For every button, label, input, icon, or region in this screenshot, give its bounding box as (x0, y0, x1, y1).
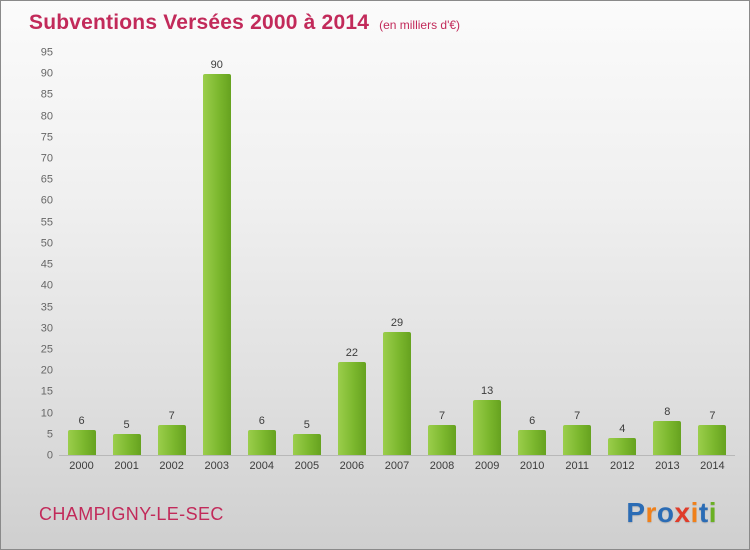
bar-2013 (653, 421, 682, 455)
logo-letter: P (626, 497, 646, 528)
bar-value-label: 7 (709, 410, 716, 423)
bar-2014 (698, 425, 727, 455)
chart-title: Subventions Versées 2000 à 2014 (29, 11, 370, 34)
y-tick-label: 55 (40, 216, 53, 229)
x-tick-label: 2006 (339, 460, 365, 472)
bar-value-label: 5 (123, 418, 130, 431)
bar-slot: 6 (510, 53, 555, 455)
y-tick-label: 65 (40, 173, 53, 186)
bar-value-label: 4 (619, 423, 626, 436)
y-tick-label: 40 (40, 279, 53, 292)
x-axis: 2000 2001 2002 2003 2004 2005 2006 2007 2008 2009… (59, 460, 735, 472)
bar-slot: 6 (239, 53, 284, 455)
y-tick-label: 35 (40, 301, 53, 314)
bar-value-label: 7 (574, 410, 581, 423)
x-tick-label: 2005 (294, 460, 320, 472)
plot-area: 6 5 7 90 6 5 22 29 7 13 6 7 4 8 7 (59, 53, 735, 456)
y-tick-label: 95 (40, 46, 53, 59)
bar-2003 (202, 74, 231, 455)
logo-letter: o (656, 497, 675, 528)
bar-slot: 29 (374, 53, 419, 455)
x-tick-label: 2007 (384, 460, 410, 472)
bar-slot: 6 (59, 53, 104, 455)
bar-value-label: 7 (438, 410, 446, 423)
y-tick-label: 10 (40, 407, 53, 420)
y-tick-label: 75 (40, 131, 53, 144)
bar-value-label: 90 (210, 59, 223, 72)
y-tick-label: 85 (40, 88, 53, 101)
y-tick-label: 90 (40, 67, 53, 80)
bar-2011 (563, 425, 592, 455)
bar-slot: 7 (690, 53, 735, 455)
x-tick-label: 2004 (249, 460, 275, 472)
x-tick-label: 2008 (429, 460, 455, 472)
bar-slot: 5 (104, 53, 149, 455)
x-tick-label: 2011 (565, 460, 590, 472)
logo-letter: i (690, 497, 699, 528)
y-tick-label: 45 (40, 258, 53, 271)
bar-slot: 5 (284, 53, 329, 455)
x-tick-label: 2009 (474, 460, 500, 472)
bar-slot: 13 (465, 53, 510, 455)
chart-area: 0 5 10 15 20 25 30 35 40 45 50 55 60 65 70 75 80 85 90 95 6… (19, 47, 735, 461)
bar-2012 (608, 438, 637, 455)
x-tick-label: 2013 (655, 460, 680, 472)
y-tick-label: 5 (46, 428, 53, 441)
x-tick-label: 2012 (610, 460, 635, 472)
bar-2005 (292, 433, 321, 455)
y-tick-label: 60 (40, 194, 53, 207)
logo-letter: x (674, 497, 691, 528)
bar-slot: 22 (329, 53, 374, 455)
bar-slot: 90 (194, 53, 239, 455)
bar-slot: 8 (645, 53, 690, 455)
x-tick-label: 2010 (519, 460, 545, 472)
y-tick-label: 80 (40, 110, 53, 123)
x-tick-label: 2000 (69, 460, 94, 472)
commune-name: CHAMPIGNY-LE-SEC (39, 504, 224, 524)
bar-2001 (112, 433, 141, 455)
bar-value-label: 13 (480, 385, 494, 397)
y-tick-label: 50 (40, 237, 53, 250)
title-bar: Subventions Versées 2000 à 2014 (en mill… (29, 11, 460, 35)
bar-slot: 7 (149, 53, 194, 455)
bar-2009 (473, 400, 502, 455)
bar-value-label: 5 (303, 418, 310, 431)
y-tick-label: 0 (46, 449, 53, 462)
bar-2000 (67, 429, 96, 455)
bar-value-label: 6 (78, 414, 85, 427)
bar-value-label: 8 (664, 406, 671, 419)
bar-2006 (337, 361, 366, 455)
logo-letter: t (698, 497, 709, 528)
logo-letter: r (645, 497, 657, 528)
bar-2004 (247, 429, 276, 455)
logo-letter: i (708, 497, 717, 528)
bar-value-label: 22 (345, 346, 359, 359)
bar-slot: 4 (600, 53, 645, 455)
proxiti-logo: Proxiti (626, 497, 717, 529)
bar-slot: 7 (555, 53, 600, 455)
bar-2010 (518, 429, 547, 455)
y-tick-label: 70 (40, 152, 53, 165)
bar-value-label: 29 (390, 317, 404, 330)
bar-2008 (428, 425, 457, 455)
y-tick-label: 25 (40, 343, 53, 356)
x-tick-label: 2002 (159, 460, 184, 472)
chart-subtitle: (en milliers d'€) (379, 18, 461, 32)
bar-2007 (382, 332, 411, 455)
y-tick-label: 15 (40, 385, 53, 398)
y-tick-label: 20 (40, 364, 53, 377)
y-tick-label: 30 (40, 322, 53, 335)
y-axis: 0 5 10 15 20 25 30 35 40 45 50 55 60 65 70 75 80 85 90 95 (19, 47, 59, 461)
bar-value-label: 7 (168, 410, 175, 423)
x-tick-label: 2003 (204, 460, 229, 472)
x-tick-label: 2014 (700, 460, 725, 472)
bar-slot: 7 (420, 53, 465, 455)
bar-value-label: 6 (529, 414, 536, 427)
bar-value-label: 6 (258, 414, 265, 427)
x-tick-label: 2001 (114, 460, 139, 472)
bar-2002 (157, 425, 186, 455)
